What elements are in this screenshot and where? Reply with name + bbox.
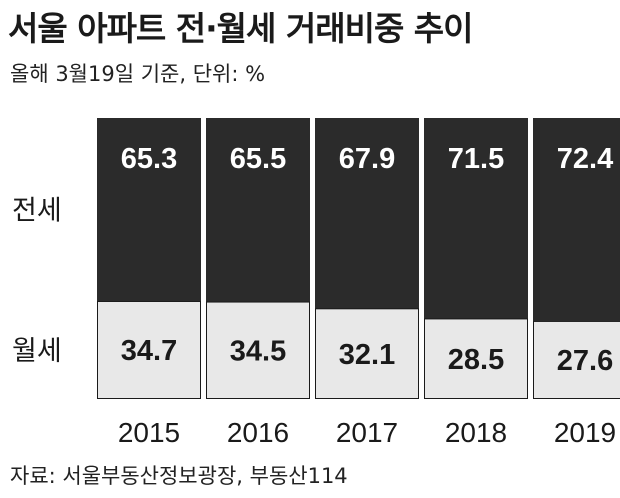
source-note: 자료: 서울부동산정보광장, 부동산114 (10, 464, 348, 488)
chart-title: 서울 아파트 전·월세 거래비중 추이 (8, 9, 474, 48)
data-label-wolse: 28.5 (448, 344, 504, 376)
x-tick-label: 2017 (336, 417, 398, 448)
x-tick-label: 2015 (118, 417, 180, 448)
data-label-wolse: 34.5 (230, 336, 286, 368)
x-tick-label: 2019 (554, 417, 616, 448)
bar-jeonse (315, 118, 419, 309)
data-label-wolse: 27.6 (557, 345, 613, 377)
bar-jeonse (533, 118, 620, 322)
data-label-jeonse: 67.9 (339, 143, 395, 175)
chart-subtitle: 올해 3월19일 기준, 단위: % (10, 62, 266, 86)
bar-wolse (206, 301, 310, 399)
x-tick-label: 2018 (445, 417, 507, 448)
x-tick-label: 2016 (227, 417, 289, 448)
data-label-wolse: 32.1 (339, 339, 395, 371)
bar-wolse (424, 318, 528, 400)
bar-jeonse (206, 118, 310, 303)
bar-jeonse (97, 118, 201, 302)
bar-wolse (315, 308, 419, 400)
data-label-wolse: 34.7 (121, 335, 177, 367)
data-label-jeonse: 65.5 (230, 143, 286, 175)
bar-jeonse (424, 118, 528, 319)
bar-wolse (533, 320, 620, 399)
data-label-jeonse: 65.3 (121, 143, 177, 175)
data-label-jeonse: 71.5 (448, 143, 504, 175)
data-label-jeonse: 72.4 (557, 143, 613, 175)
bar-wolse (97, 300, 201, 400)
series-label-jeonse: 전세 (12, 196, 62, 227)
series-label-wolse: 월세 (12, 336, 62, 367)
